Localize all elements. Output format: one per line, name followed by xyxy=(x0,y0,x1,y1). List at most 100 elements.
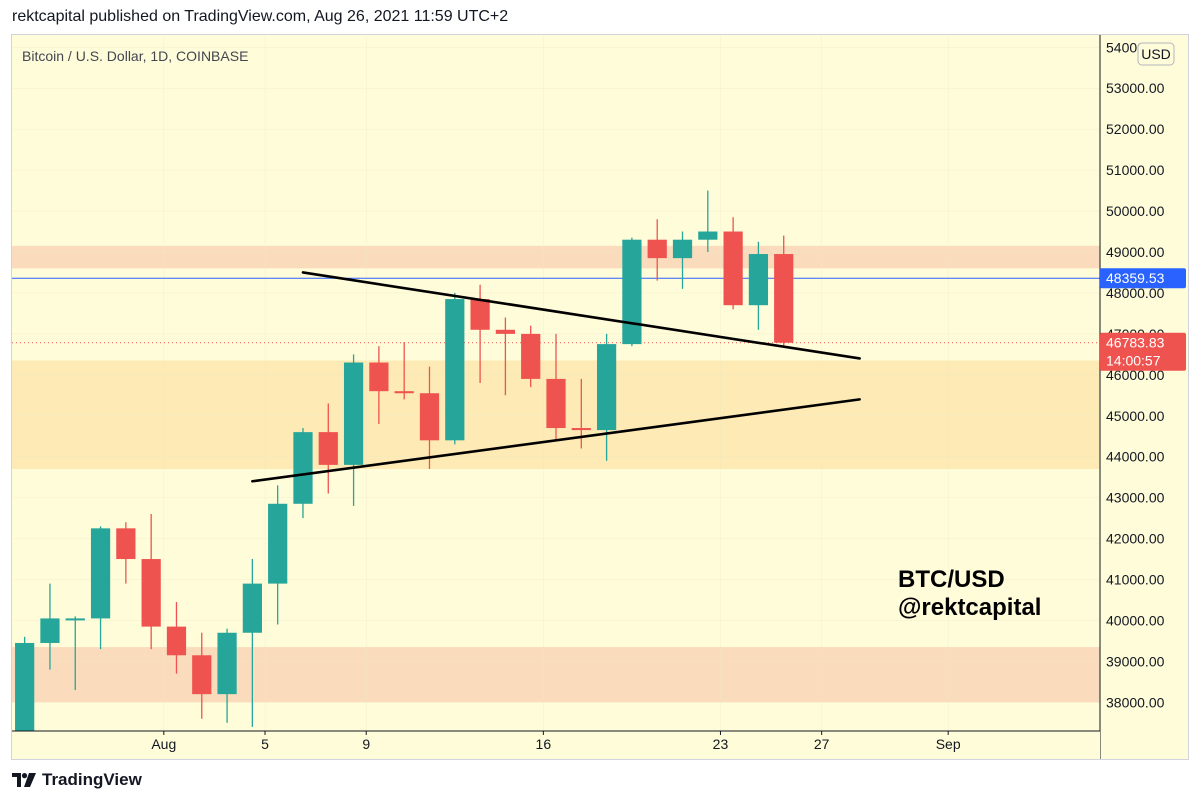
candle xyxy=(343,354,364,506)
candle xyxy=(40,583,60,670)
candle xyxy=(774,235,794,347)
y-tick-label: 43000.00 xyxy=(1106,490,1165,506)
candle xyxy=(65,616,85,691)
annotation-pair: BTC/USD xyxy=(898,566,1005,593)
currency-label: USD xyxy=(1141,46,1171,62)
y-tick-label: 51000.00 xyxy=(1106,162,1165,178)
candle-body xyxy=(15,642,35,731)
y-tick-label: 41000.00 xyxy=(1106,572,1165,588)
candle xyxy=(90,526,111,650)
x-tick-label: 9 xyxy=(362,736,370,752)
candle xyxy=(217,628,237,723)
candle-body xyxy=(748,254,769,306)
candle xyxy=(546,333,566,441)
candles-layer xyxy=(15,190,794,731)
y-tick-label: 39000.00 xyxy=(1106,653,1165,669)
grid-layer xyxy=(12,35,1100,731)
chart-title: Bitcoin / U.S. Dollar, 1D, COINBASE xyxy=(22,48,248,64)
candle-body xyxy=(369,362,389,392)
candle xyxy=(394,342,414,400)
y-tick-label: 49000.00 xyxy=(1106,244,1165,260)
chart-frame xyxy=(11,34,1189,760)
last-price-tag xyxy=(1100,332,1186,371)
xaxis-layer: Aug 5 9 16 23 27 Sep xyxy=(151,731,961,752)
y-tick-label: 48000.00 xyxy=(1106,285,1165,301)
candle xyxy=(268,485,288,625)
candle-body xyxy=(495,329,516,334)
candle-body xyxy=(521,333,541,379)
y-tick-label: 46000.00 xyxy=(1106,367,1165,383)
candle xyxy=(318,403,338,494)
currency-badge-box xyxy=(1137,42,1175,66)
x-tick-label: Aug xyxy=(151,736,176,752)
candle xyxy=(521,325,541,388)
candle-body xyxy=(242,583,262,633)
candle xyxy=(15,636,35,731)
candle-body xyxy=(419,393,440,441)
level-price-tag xyxy=(1100,268,1186,289)
candle-body xyxy=(116,528,136,560)
candle-body xyxy=(622,239,642,345)
x-tick-label: 27 xyxy=(814,736,830,752)
candle-body xyxy=(698,231,718,240)
candle xyxy=(647,219,667,281)
publish-line: rektcapital published on TradingView.com… xyxy=(12,8,509,25)
candle xyxy=(622,237,642,347)
x-tick-label: 23 xyxy=(713,736,729,752)
annotation-handle: @rektcapital xyxy=(898,594,1041,621)
time-axis-panel[interactable] xyxy=(12,731,1100,759)
x-tick-label: Sep xyxy=(936,736,961,752)
lower-trendline xyxy=(251,398,861,483)
y-tick-label: 45000.00 xyxy=(1106,408,1165,424)
candle xyxy=(698,190,718,252)
upper-trendline xyxy=(301,271,861,360)
candle-body xyxy=(141,559,161,627)
chart-svg[interactable]: 38000.00 39000.00 40000.00 41000.00 42000.00… xyxy=(12,35,1188,759)
last-price-label: 46783.83 xyxy=(1106,335,1165,351)
candle-body xyxy=(445,299,465,441)
tradingview-logo-icon xyxy=(12,773,36,787)
candle-body xyxy=(672,239,693,259)
tradingview-footer[interactable]: TradingView xyxy=(12,770,142,790)
candle xyxy=(596,333,617,461)
candle xyxy=(192,632,212,719)
candle-body xyxy=(343,362,364,465)
candle xyxy=(293,428,313,519)
candle-body xyxy=(268,503,288,584)
y-tick-label: 44000.00 xyxy=(1106,449,1165,465)
candle-body xyxy=(647,239,667,259)
currency-badge[interactable]: USD xyxy=(1137,42,1175,66)
candle-body xyxy=(90,528,111,619)
candle-body xyxy=(546,378,566,429)
candle-body xyxy=(723,231,743,306)
candle-countdown: 14:00:57 xyxy=(1106,353,1161,369)
candle xyxy=(242,559,262,727)
candle-body xyxy=(40,618,60,643)
x-tick-label: 5 xyxy=(261,736,269,752)
y-tick-label: 53000.00 xyxy=(1106,80,1165,96)
candle xyxy=(369,346,389,424)
y-tick-label: 42000.00 xyxy=(1106,531,1165,547)
candle xyxy=(748,241,769,330)
candle-body xyxy=(318,432,338,465)
level-price-label: 48359.53 xyxy=(1106,270,1165,286)
y-tick-label: 52000.00 xyxy=(1106,121,1165,137)
candle xyxy=(141,514,161,650)
tags-layer: 48359.53 46783.83 14:00:57 xyxy=(1100,268,1186,371)
top-resistance-zone xyxy=(12,245,1100,269)
candle-body xyxy=(571,428,591,431)
candle xyxy=(495,317,516,396)
candle-body xyxy=(192,655,212,695)
candle-body xyxy=(470,299,490,330)
candle-body xyxy=(596,344,617,431)
trend-layer xyxy=(251,271,861,483)
candle xyxy=(723,217,743,310)
y-tick-label: 38000.00 xyxy=(1106,694,1165,710)
price-axis-panel[interactable] xyxy=(1100,35,1188,759)
candle-body xyxy=(774,254,794,343)
candle xyxy=(419,366,440,469)
candle xyxy=(445,292,465,445)
candle-body xyxy=(65,618,85,621)
tradingview-brand: TradingView xyxy=(42,770,142,789)
candle-body xyxy=(394,391,414,394)
